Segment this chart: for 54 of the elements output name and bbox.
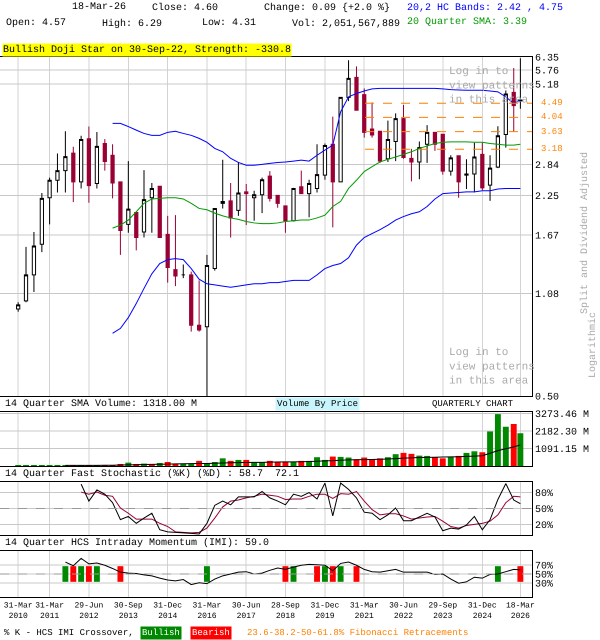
text: Bullish (142, 628, 180, 638)
text: 20 Quarter SMA: 3.39 (407, 17, 528, 28)
y-tick-label: 6.35 (535, 54, 560, 64)
y-tick-label: 3273.46 M (535, 410, 590, 422)
y-tick-label: 2.84 (535, 160, 560, 172)
y-tick-label: 1091.15 M (535, 445, 590, 456)
text: Vol: 2,051,567,889 (292, 18, 400, 30)
x-tick-label: 31-Mar 2010 (4, 602, 33, 621)
text: Logarithmic (587, 312, 599, 378)
ref-line-label: 3.63 (541, 127, 563, 137)
x-tick-label: 30-Sep 2013 (114, 602, 143, 621)
y-tick-label: 1.67 (535, 232, 560, 243)
text: Low: 4.31 (202, 18, 256, 29)
x-tick-label: 18-Mar 2026 (506, 602, 535, 621)
y-tick-label: 2.25 (535, 192, 560, 203)
text: Open: 4.57 (6, 18, 66, 29)
x-tick-label: 31-Dec 2019 (310, 602, 340, 621)
text: 20,2 HC Bands: 2.42 , 4.75 (407, 2, 564, 14)
y-tick-label: 2182.30 M (535, 428, 590, 439)
text: QUARTERLY CHART (432, 399, 514, 409)
y-tick-label: 5.76 (535, 66, 560, 78)
ref-line-label: 4.04 (541, 112, 563, 122)
x-tick-label: 30-Jun 2017 (232, 602, 261, 621)
x-tick-label: 28-Sep 2018 (271, 602, 300, 621)
y-tick-label: 5.18 (535, 80, 560, 92)
text: Volume By Price (277, 399, 358, 409)
ref-line-label: 4.49 (541, 98, 563, 108)
text: 18-Mar-26 (72, 2, 126, 13)
text: 23.6-38.2-50-61.8% Fibonacci Retracements (247, 628, 468, 638)
chart-title: Bullish Doji Star on 30-Sep-22, Strength: -330.8 (3, 44, 292, 56)
x-tick-label: 31-Mar 2021 (350, 602, 379, 621)
y-tick-label: 50% (535, 505, 554, 516)
y-tick-label: 20% (535, 520, 554, 532)
text: Change: 0.09 {+2.0 %} (264, 2, 390, 14)
x-tick-label: 31-Mar 2011 (35, 602, 64, 621)
y-tick-label: 0.50 (535, 392, 560, 404)
y-tick-label: 1.08 (535, 290, 560, 301)
x-tick-label: 30-Jun 2022 (389, 602, 418, 621)
text: % K - HCS IMI Crossover, (4, 628, 134, 638)
chart-title: 14 Quarter Fast Stochastic (%K) (%D) : 58.7 72.1 (5, 468, 300, 480)
x-tick-label: 31-Dec 2014 (153, 602, 182, 621)
chart-title: 14 Quarter HCS Intraday Momentum (IMI): 59.0 (5, 537, 270, 549)
x-tick-label: 29-Sep 2023 (428, 602, 458, 621)
x-tick-label: 31-Dec 2024 (468, 602, 497, 621)
x-tick-label: 31-Mar 2016 (192, 602, 222, 621)
y-tick-label: 30% (535, 580, 554, 591)
text: High: 6.29 (102, 18, 162, 30)
y-axis-title: Split and Dividend Adjusted (579, 152, 591, 314)
ref-line-label: 3.18 (541, 144, 563, 154)
x-tick-label: 29-Jun 2012 (74, 602, 104, 621)
text: Bearish (192, 628, 230, 638)
chart-title: 14 Quarter SMA Volume: 1318.00 M (5, 398, 198, 410)
y-tick-label: 80% (535, 489, 554, 500)
text: Close: 4.60 (152, 2, 218, 14)
